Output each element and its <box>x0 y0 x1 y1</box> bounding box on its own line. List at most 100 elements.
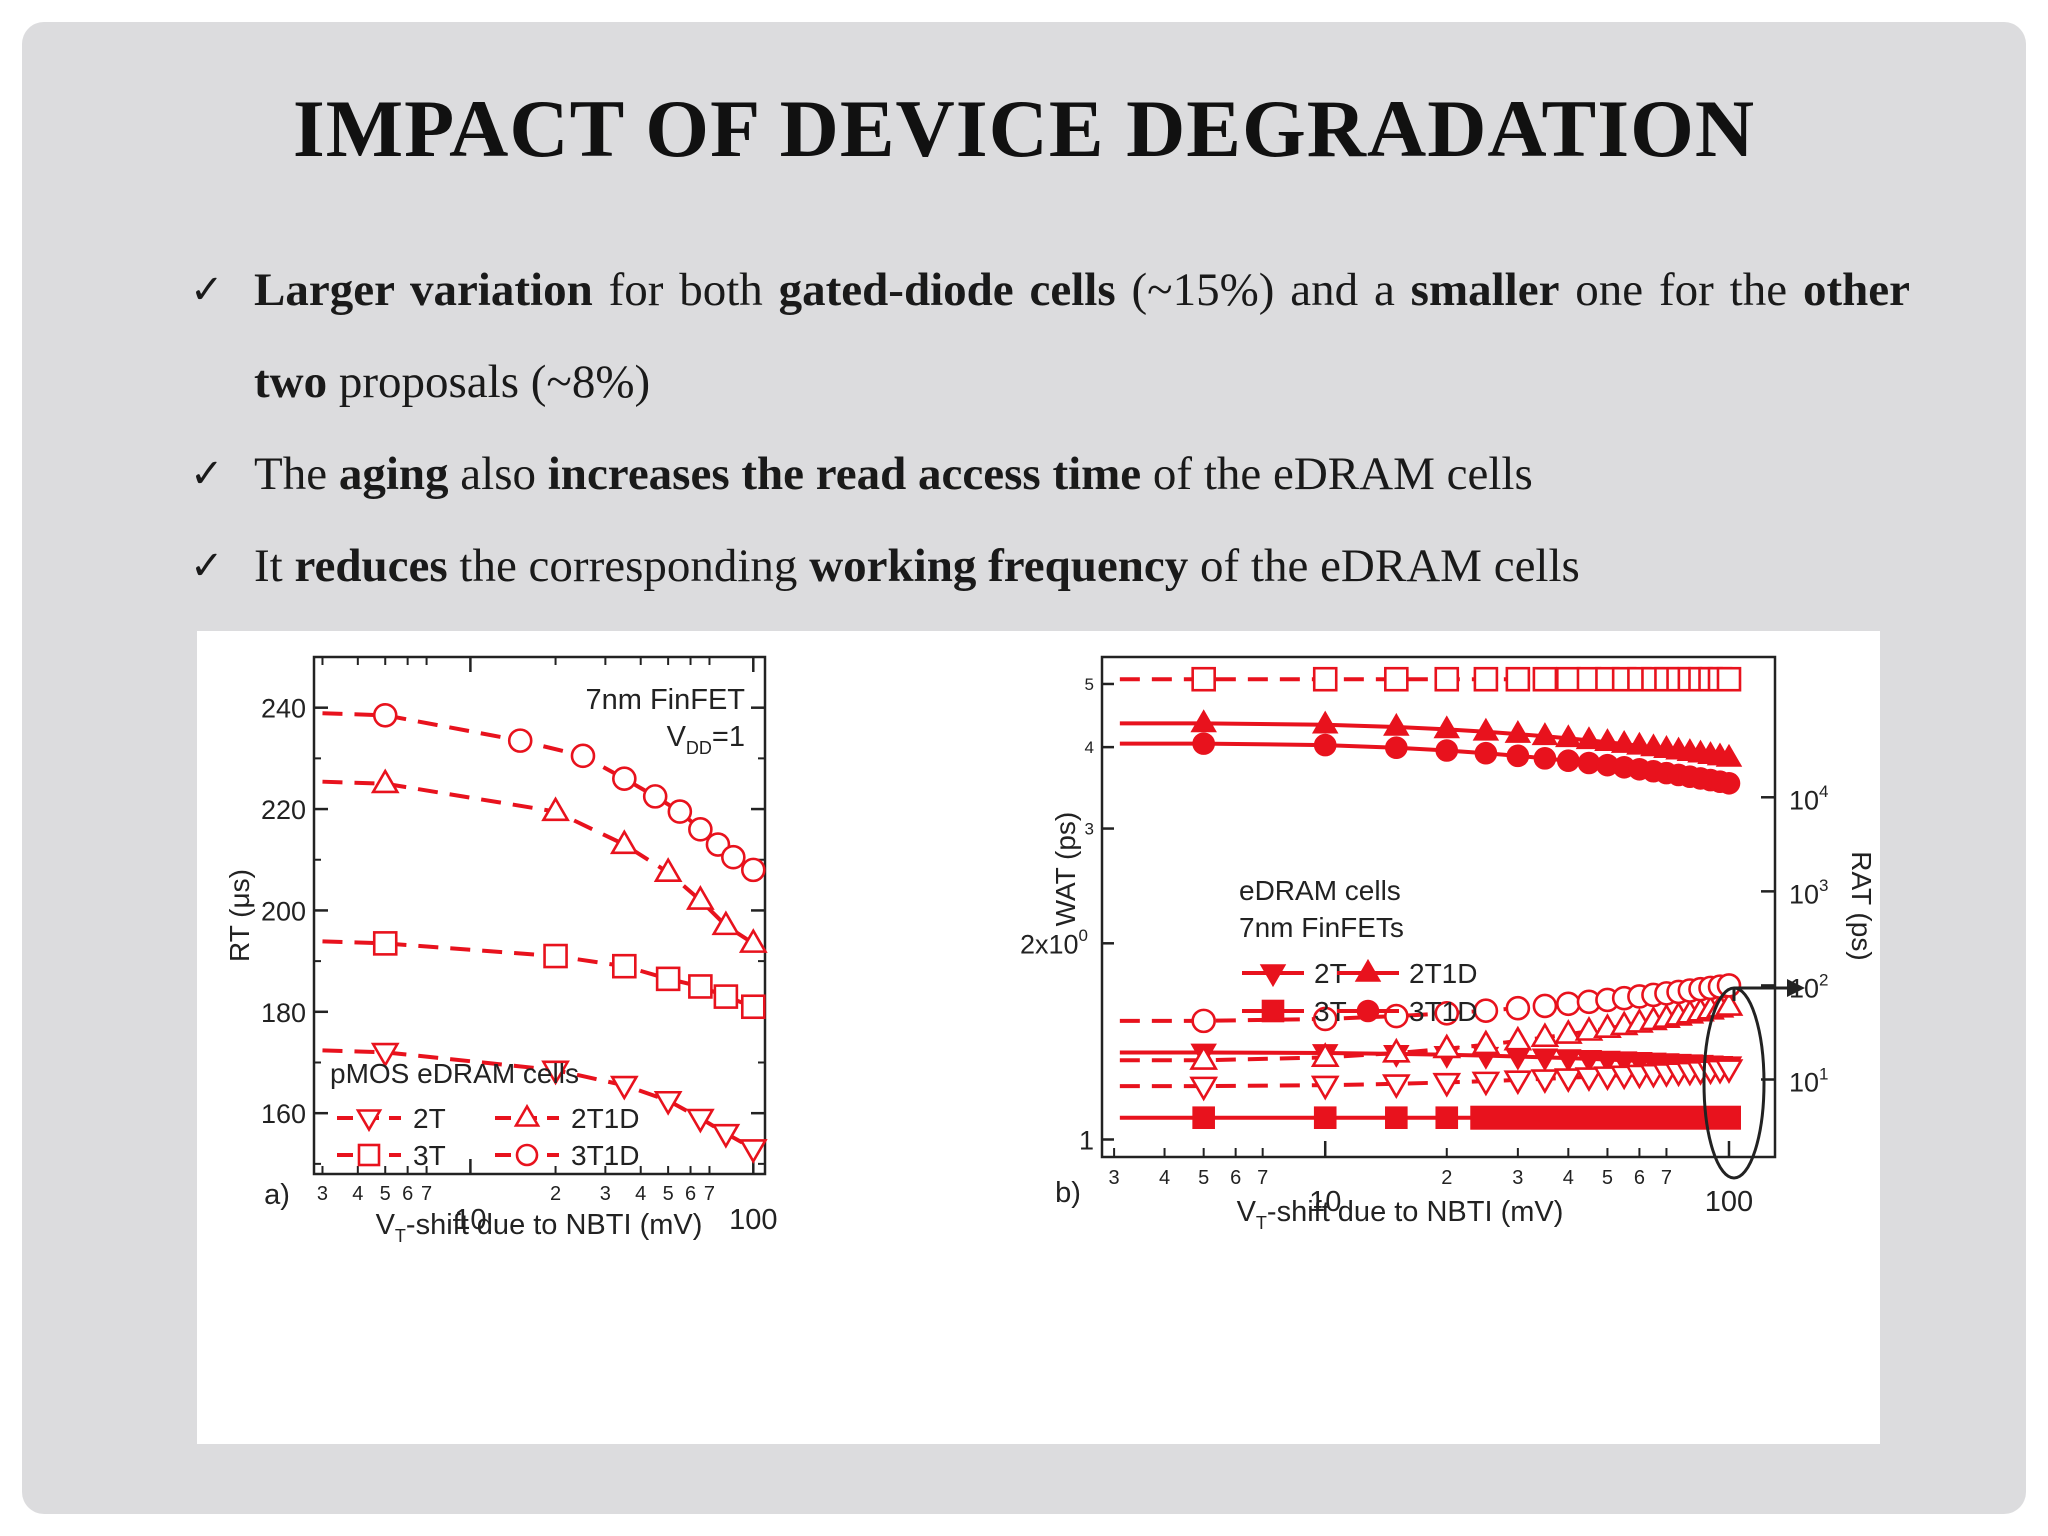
bullet-text: the corresponding <box>447 540 810 592</box>
chart-a-marker <box>713 984 739 1009</box>
chart-b-xtick-label: 3 <box>1109 1167 1120 1189</box>
chart-a-marker <box>541 796 570 822</box>
bullet-text: for both <box>592 264 779 316</box>
chart-b-legend-label: 2T1D <box>1409 958 1477 989</box>
chart-b-marker <box>1577 751 1601 775</box>
chart-b-xtick-label: 4 <box>1563 1167 1574 1189</box>
chart-b-ylabel: WAT (ps) <box>1050 812 1081 927</box>
chart-a-marker <box>372 702 398 728</box>
chart-b-xtick-label: 10 <box>1309 1186 1341 1218</box>
chart-b-marker <box>1556 991 1581 1017</box>
chart-a-xtick-label: 5 <box>380 1183 391 1205</box>
chart-b-marker <box>1716 666 1742 692</box>
chart-b-ytick-label: 2x100 <box>1020 926 1088 959</box>
bullet-text: aging <box>338 448 449 500</box>
chart-b-legend-label: 3T1D <box>1409 996 1477 1027</box>
chart-a-marker <box>653 857 683 882</box>
chart-b-marker <box>1435 1106 1459 1130</box>
chart-b-marker <box>1505 995 1531 1021</box>
chart-b-wat-series <box>1119 1105 1741 1130</box>
chart-b-marker <box>1574 1067 1604 1093</box>
chart-b-marker <box>1384 666 1409 692</box>
chart-a-xtick-label: 4 <box>352 1183 363 1205</box>
chart-b-marker <box>1505 666 1531 692</box>
chart-a-ytick-label: 160 <box>261 1099 306 1129</box>
chart-b-marker <box>1384 1003 1409 1029</box>
chart-b-marker <box>1192 1106 1215 1130</box>
chart-b-marker <box>1531 722 1559 746</box>
chart-b-marker <box>1432 1033 1462 1059</box>
chart-b-panel-label: b) <box>1055 1177 1081 1209</box>
slide: IMPACT OF DEVICE DEGRADATION ✓ Larger va… <box>22 22 2026 1514</box>
bullet-text: also <box>448 448 548 500</box>
chart-b-arrow-line <box>1732 986 1787 1001</box>
chart-a-xtick-label: 3 <box>317 1183 328 1205</box>
chart-b-marker <box>1432 1072 1462 1098</box>
chart-b-marker <box>1385 1106 1408 1130</box>
chart-b-marker <box>1553 1019 1583 1044</box>
chart-b-legend-marker <box>1259 964 1287 988</box>
bullet-item: ✓ Larger variation for both gated-diode … <box>190 244 1910 428</box>
chart-b-marker <box>1381 1037 1411 1063</box>
chart-a-series-line <box>322 779 755 946</box>
chart-b-xtick-label: 100 <box>1705 1186 1753 1218</box>
chart-a-xtick-label: 5 <box>663 1183 674 1205</box>
chart-a-marker <box>507 728 533 753</box>
chart-b-ytick-label: 4 <box>1085 738 1094 757</box>
chart-a-ytick-label: 240 <box>261 694 306 724</box>
chart-b-legend-title: 7nm FinFETs <box>1239 912 1404 943</box>
chart-b-marker <box>1555 1049 1582 1073</box>
chart-b-marker <box>1311 710 1339 734</box>
chart-b-frame <box>1100 655 1777 1159</box>
bullet-text: It <box>254 540 295 592</box>
chart-a-marker <box>686 1108 715 1134</box>
chart-b-xtick-label: 7 <box>1257 1167 1268 1189</box>
chart-b-marker <box>1717 772 1741 795</box>
chart-b-marker <box>1471 1029 1501 1055</box>
chart-b-marker <box>1434 1000 1460 1026</box>
chart-a-legend-marker <box>357 1143 381 1167</box>
chart-b-marker <box>1189 1076 1219 1102</box>
chart-a-legend: pMOS eDRAM cells 2T 2T1D 3T 3T1D <box>330 1058 639 1171</box>
bullet-item: ✓ The aging also increases the read acce… <box>190 428 1910 520</box>
chart-a-xtick-label: 100 <box>729 1204 777 1236</box>
chart-a-xtick-label: 3 <box>600 1183 611 1205</box>
chart-a-legend-label: 3T1D <box>571 1140 639 1171</box>
chart-a-xlabel: VT-shift due to NBTI (mV) <box>376 1209 703 1246</box>
chart-b-marker <box>1189 1045 1219 1070</box>
chart-a-marker <box>655 966 681 992</box>
chart-b-marker <box>1433 715 1461 739</box>
chart-a-marker <box>711 910 741 936</box>
bullet-text: Larger variation <box>254 264 593 316</box>
chart-a-marker <box>688 817 713 842</box>
chart-b-marker <box>1191 1008 1216 1034</box>
chart-b-marker <box>1530 1069 1560 1095</box>
chart-a-xtick-label: 7 <box>704 1183 715 1205</box>
chart-b-marker <box>1716 973 1742 998</box>
chart-a-marker <box>686 885 715 910</box>
chart-b-marker <box>1474 741 1498 765</box>
chart-b-marker <box>1532 993 1558 1019</box>
chart-b-ytick-label: 1 <box>1079 1125 1094 1155</box>
chart-b-marker <box>1556 666 1581 692</box>
chart-b-rat-series <box>1119 666 1742 692</box>
chart-b-marker <box>1503 1025 1533 1051</box>
chart-b-marker <box>1533 747 1557 770</box>
chart-b-xtick-label: 5 <box>1198 1167 1209 1189</box>
check-icon: ✓ <box>190 543 224 589</box>
chart-a-marker <box>738 928 768 953</box>
figure: 160 180 200 220 240 3 4 5 6 7 2 3 4 5 6 7 10 100 VT-shift … <box>197 631 1880 1444</box>
chart-a-panel-label: a) <box>264 1179 290 1211</box>
bullet-text: working frequency <box>809 540 1189 592</box>
chart-b-highlight-ellipse <box>1702 986 1766 1180</box>
chart-a-legend-marker <box>515 1143 539 1167</box>
chart-b-xtick-label: 3 <box>1512 1167 1523 1189</box>
bullet-text: gated-diode cells <box>778 264 1116 316</box>
chart-a-marker <box>609 829 639 855</box>
chart-b-marker <box>1594 728 1621 752</box>
bullet-text: of the eDRAM cells <box>1188 540 1580 592</box>
chart-a-marker <box>570 743 596 769</box>
chart-b-marker <box>1557 749 1580 773</box>
chart-b-marker <box>1715 743 1743 767</box>
chart-a-marker <box>738 1139 768 1164</box>
